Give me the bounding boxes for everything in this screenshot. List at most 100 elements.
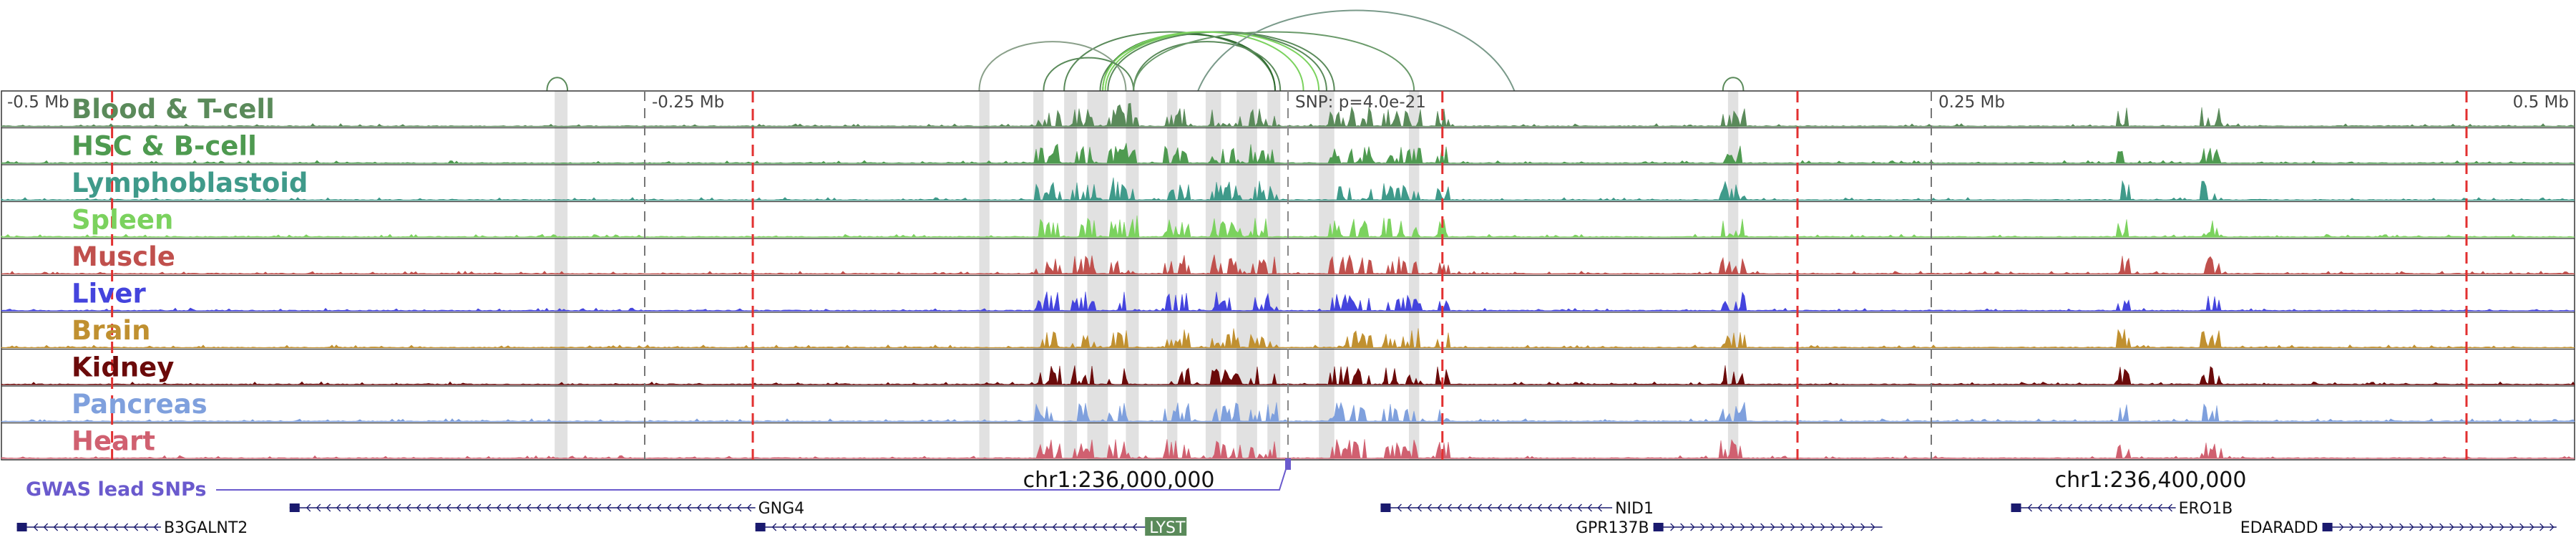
strand-arrow bbox=[426, 503, 431, 512]
strand-arrow bbox=[53, 523, 59, 531]
strand-arrow bbox=[606, 503, 612, 512]
strand-arrow bbox=[416, 503, 421, 512]
strand-arrow bbox=[2429, 523, 2434, 531]
interaction-arc bbox=[1722, 77, 1745, 92]
strand-arrow bbox=[316, 503, 321, 512]
strand-arrow bbox=[526, 503, 532, 512]
strand-arrow bbox=[1577, 503, 1582, 512]
strand-arrow bbox=[872, 523, 877, 531]
strand-arrow bbox=[1517, 503, 1522, 512]
strand-arrow bbox=[1587, 503, 1592, 512]
gene-label: B3GALNT2 bbox=[164, 519, 248, 537]
strand-arrow bbox=[686, 503, 692, 512]
strand-arrow bbox=[811, 523, 817, 531]
strand-arrow bbox=[1052, 523, 1058, 531]
strand-arrow bbox=[113, 523, 119, 531]
track-label: Spleen bbox=[72, 205, 173, 236]
strand-arrow bbox=[942, 523, 947, 531]
strand-arrow bbox=[992, 523, 997, 531]
strand-arrow bbox=[396, 503, 401, 512]
strand-arrow bbox=[922, 523, 927, 531]
strand-arrow bbox=[852, 523, 857, 531]
gene-annotations: GWAS lead SNPs GNG4 NID1 ERO1B B3GALNT2 LYST G… bbox=[16, 458, 2557, 537]
strand-arrow bbox=[566, 503, 572, 512]
strand-arrow bbox=[2087, 503, 2092, 512]
strand-arrow bbox=[706, 503, 712, 512]
marker-lines bbox=[111, 91, 2468, 460]
strand-arrow bbox=[1800, 523, 1805, 531]
strand-arrow bbox=[406, 503, 411, 512]
strand-arrow bbox=[2137, 503, 2142, 512]
strand-arrow bbox=[746, 503, 752, 512]
strand-arrow bbox=[1830, 523, 1835, 531]
strand-arrow bbox=[1690, 523, 1695, 531]
strand-arrow bbox=[636, 503, 642, 512]
strand-arrow bbox=[153, 523, 159, 531]
strand-arrow bbox=[696, 503, 702, 512]
strand-arrow bbox=[2389, 523, 2394, 531]
strand-arrow bbox=[326, 503, 331, 512]
strand-arrow bbox=[1437, 503, 1442, 512]
strand-arrow bbox=[1730, 523, 1735, 531]
strand-arrow bbox=[436, 503, 441, 512]
strand-arrow bbox=[1567, 503, 1572, 512]
gene-label: LYST bbox=[1149, 519, 1186, 537]
strand-arrow bbox=[1700, 523, 1705, 531]
strand-arrow bbox=[2349, 523, 2354, 531]
strand-arrow bbox=[1710, 523, 1715, 531]
track-label: Brain bbox=[72, 315, 150, 346]
strand-arrow bbox=[536, 503, 542, 512]
strand-arrow bbox=[366, 503, 371, 512]
strand-arrow bbox=[2117, 503, 2122, 512]
strand-arrow bbox=[336, 503, 341, 512]
strand-arrow bbox=[2037, 503, 2042, 512]
interaction-arc bbox=[1043, 57, 1135, 92]
strand-arrow bbox=[2369, 523, 2374, 531]
strand-arrow bbox=[932, 523, 937, 531]
strand-arrow bbox=[2107, 503, 2112, 512]
strand-arrow bbox=[1102, 523, 1108, 531]
strand-arrow bbox=[1680, 523, 1685, 531]
strand-arrow bbox=[2157, 503, 2162, 512]
strand-arrow bbox=[356, 503, 361, 512]
strand-arrow bbox=[133, 523, 139, 531]
strand-arrow bbox=[1670, 523, 1675, 531]
strand-arrow bbox=[2449, 523, 2454, 531]
strand-arrow bbox=[821, 523, 827, 531]
strand-arrow bbox=[2167, 503, 2172, 512]
interaction-arc bbox=[978, 41, 1127, 92]
interaction-arc bbox=[1104, 31, 1320, 92]
track-label: Heart bbox=[72, 426, 155, 457]
strand-arrow bbox=[486, 503, 492, 512]
strand-arrow bbox=[972, 523, 977, 531]
gwas-label: GWAS lead SNPs bbox=[26, 478, 206, 501]
gene-label: GPR137B bbox=[1576, 519, 1649, 537]
strand-arrow bbox=[1537, 503, 1542, 512]
strand-arrow bbox=[656, 503, 662, 512]
strand-arrow bbox=[576, 503, 582, 512]
gene-label-box bbox=[1145, 517, 1187, 536]
strand-arrow bbox=[1082, 523, 1088, 531]
track-label: Blood & T-cell bbox=[72, 94, 275, 125]
track-label: Muscle bbox=[72, 241, 175, 272]
strand-arrow bbox=[771, 523, 777, 531]
track-label: Liver bbox=[72, 279, 146, 309]
strand-arrow bbox=[496, 503, 502, 512]
strand-arrow bbox=[1810, 523, 1815, 531]
strand-arrow bbox=[2489, 523, 2494, 531]
strand-arrow bbox=[862, 523, 867, 531]
gene-label: NID1 bbox=[1615, 500, 1654, 518]
strand-arrow bbox=[2469, 523, 2474, 531]
strand-arrow bbox=[2359, 523, 2364, 531]
strand-arrow bbox=[1122, 523, 1128, 531]
strand-arrow bbox=[781, 523, 787, 531]
strand-arrow bbox=[1760, 523, 1765, 531]
strand-arrow bbox=[1487, 503, 1492, 512]
strand-arrow bbox=[1427, 503, 1432, 512]
strand-arrow bbox=[43, 523, 49, 531]
strand-arrow bbox=[982, 523, 987, 531]
strand-arrow bbox=[801, 523, 807, 531]
interaction-arc bbox=[546, 77, 569, 92]
strand-arrow bbox=[1062, 523, 1068, 531]
signal-tracks bbox=[1, 90, 2575, 461]
